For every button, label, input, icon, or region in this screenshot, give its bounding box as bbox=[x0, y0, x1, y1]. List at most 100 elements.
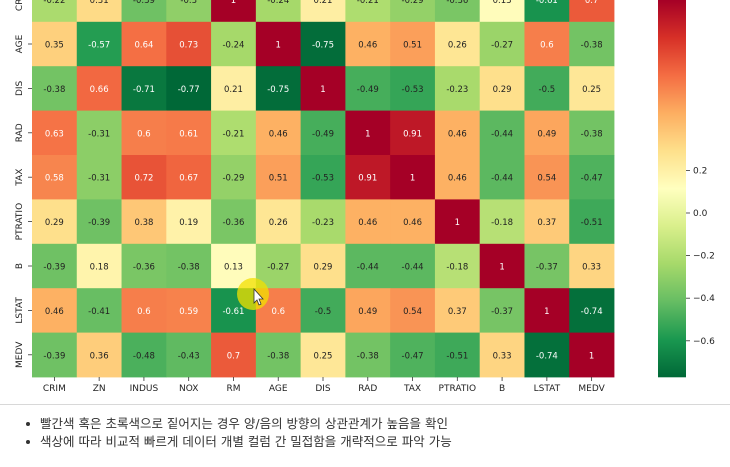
colorbar-segment bbox=[658, 15, 686, 17]
heatmap-cell bbox=[166, 66, 212, 111]
colorbar-segment bbox=[658, 142, 686, 144]
colorbar-segment bbox=[658, 224, 686, 226]
heatmap-cell bbox=[345, 66, 391, 111]
colorbar-segment bbox=[658, 48, 686, 50]
colorbar-segment bbox=[658, 231, 686, 233]
colorbar-segment bbox=[658, 323, 686, 325]
colorbar-segment bbox=[658, 337, 686, 339]
cell-value-label: 0.37 bbox=[448, 307, 467, 317]
cell-value-label: 0.54 bbox=[537, 174, 556, 184]
colorbar-segment bbox=[658, 293, 686, 295]
heatmap-cell bbox=[434, 199, 481, 245]
heatmap-cell bbox=[76, 288, 122, 333]
colorbar-segment bbox=[658, 44, 686, 46]
colorbar-segment bbox=[658, 322, 686, 324]
cell-value-label: -0.29 bbox=[402, 0, 424, 6]
colorbar-segment bbox=[658, 346, 686, 348]
colorbar-segment bbox=[658, 376, 686, 378]
heatmap-cell bbox=[255, 21, 302, 67]
cell-value-label: -0.43 bbox=[178, 351, 200, 361]
colorbar-segment bbox=[658, 178, 686, 180]
colorbar-segment bbox=[658, 109, 686, 111]
heatmap-cell bbox=[121, 110, 167, 156]
colorbar-segment bbox=[658, 375, 686, 377]
cell-value-label: -0.18 bbox=[446, 263, 468, 273]
heatmap-cell bbox=[211, 21, 257, 67]
heatmap-cell bbox=[300, 110, 346, 156]
colorbar-segment bbox=[658, 188, 686, 190]
colorbar-segment bbox=[658, 62, 686, 64]
cell-value-label: -0.47 bbox=[402, 351, 424, 361]
colorbar-tick-label: 0.2 bbox=[693, 166, 707, 176]
colorbar-segment bbox=[658, 328, 686, 330]
colorbar-segment bbox=[658, 238, 686, 240]
colorbar-segment bbox=[658, 78, 686, 80]
colorbar-segment bbox=[658, 53, 686, 55]
cell-value-label: 1 bbox=[231, 0, 236, 6]
cell-value-label: 0.29 bbox=[314, 263, 333, 273]
heatmap-cell bbox=[255, 0, 302, 23]
cell-value-label: -0.39 bbox=[88, 218, 110, 228]
colorbar-segment bbox=[658, 58, 686, 60]
colorbar-segment bbox=[658, 215, 686, 217]
colorbar-segment bbox=[658, 356, 686, 358]
colorbar-segment bbox=[658, 42, 686, 44]
colorbar-segment bbox=[658, 279, 686, 281]
heatmap-cell bbox=[300, 155, 346, 200]
heatmap-cell bbox=[345, 199, 391, 245]
colorbar-segment bbox=[658, 362, 686, 364]
colorbar-segment bbox=[658, 203, 686, 205]
colorbar-segment bbox=[658, 189, 686, 191]
cell-value-label: -0.44 bbox=[491, 174, 513, 184]
colorbar-segment bbox=[658, 254, 686, 256]
heatmap-cell bbox=[569, 199, 615, 245]
colorbar-segment bbox=[658, 332, 686, 334]
colorbar-segment bbox=[658, 39, 686, 41]
colorbar-tick-label: −0.2 bbox=[693, 252, 715, 262]
colorbar-segment bbox=[658, 126, 686, 128]
heatmap-cell bbox=[211, 66, 257, 111]
heatmap-cell bbox=[166, 199, 212, 245]
colorbar-segment bbox=[658, 112, 686, 114]
heatmap-cell bbox=[434, 332, 481, 378]
colorbar-segment bbox=[658, 274, 686, 276]
heatmap-cell bbox=[166, 155, 212, 200]
colorbar-segment bbox=[658, 338, 686, 340]
colorbar-segment bbox=[658, 299, 686, 301]
cell-value-label: 0.72 bbox=[134, 174, 153, 184]
cell-value-label: -0.51 bbox=[581, 218, 603, 228]
colorbar-segment bbox=[658, 370, 686, 372]
heatmap-cell bbox=[479, 199, 525, 245]
colorbar-segment bbox=[658, 166, 686, 168]
heatmap-cell bbox=[300, 332, 346, 378]
colorbar-segment bbox=[658, 268, 686, 270]
colorbar-segment bbox=[658, 222, 686, 224]
cell-value-label: -0.61 bbox=[222, 307, 244, 317]
colorbar-segment bbox=[658, 121, 686, 123]
colorbar-segment bbox=[658, 3, 686, 5]
heatmap-cell bbox=[32, 110, 78, 156]
colorbar-segment bbox=[658, 252, 686, 254]
colorbar-segment bbox=[658, 273, 686, 275]
heatmap-cell bbox=[569, 243, 615, 289]
colorbar-segment bbox=[658, 70, 686, 72]
cell-value-label: -0.23 bbox=[312, 218, 334, 228]
colorbar-segment bbox=[658, 8, 686, 10]
cell-value-label: 0.21 bbox=[314, 0, 333, 6]
colorbar-segment bbox=[658, 257, 686, 259]
colorbar-segment bbox=[658, 207, 686, 209]
colorbar-segment bbox=[658, 113, 686, 115]
colorbar-segment bbox=[658, 264, 686, 266]
colorbar-segment bbox=[658, 229, 686, 231]
colorbar-segment bbox=[658, 350, 686, 352]
colorbar-segment bbox=[658, 153, 686, 155]
heatmap-cell bbox=[479, 155, 525, 200]
heatmap-cell-labels: -0.22 0.31 -0.39 -0.3 1 -0.24 0.21 -0.21 -0.29 -0… bbox=[43, 0, 602, 361]
colorbar-segment bbox=[658, 278, 686, 280]
colorbar-segment bbox=[658, 1, 686, 3]
heatmap-cell bbox=[569, 0, 615, 23]
colorbar-segment bbox=[658, 316, 686, 318]
colorbar-segment bbox=[658, 86, 686, 88]
colorbar-segment bbox=[658, 315, 686, 317]
heatmap-cell bbox=[300, 21, 346, 67]
